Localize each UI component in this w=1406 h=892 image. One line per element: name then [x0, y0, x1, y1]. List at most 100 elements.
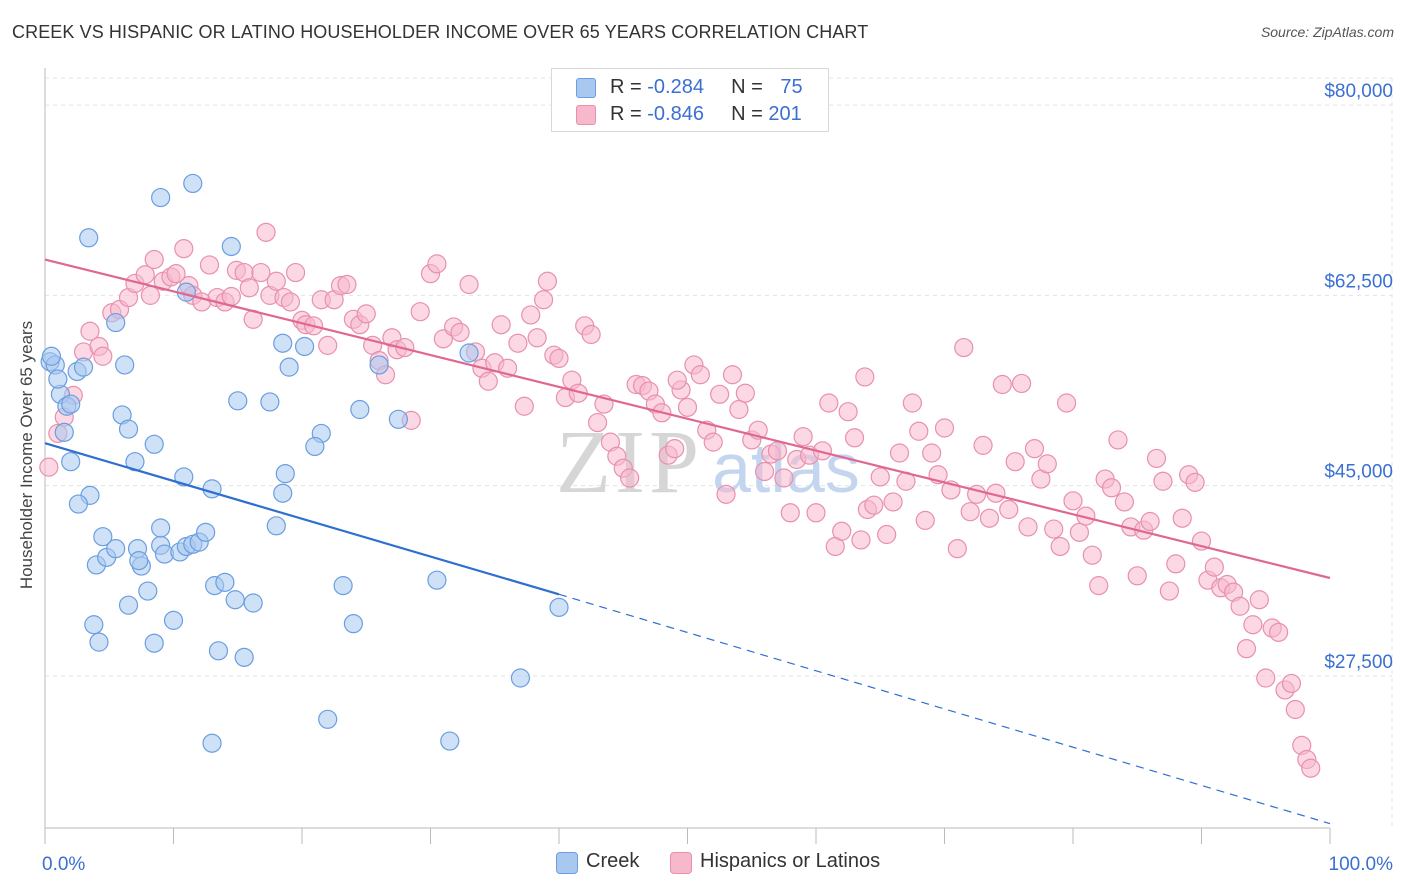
hispanic-point — [883, 492, 903, 512]
hispanic-point — [1089, 576, 1109, 596]
creek-point — [549, 597, 569, 617]
hispanic-point — [922, 443, 942, 463]
legend-r-label: R = — [610, 76, 648, 98]
creek-point — [48, 369, 68, 389]
hispanic-point — [1108, 430, 1128, 450]
creek-point — [273, 333, 293, 353]
creek-trend-extension — [558, 593, 1331, 825]
creek-point — [89, 632, 109, 652]
hispanic-point — [992, 374, 1012, 395]
creek-trend-line — [44, 442, 560, 596]
hispanic-point — [1159, 581, 1179, 601]
hispanic-point — [39, 457, 59, 477]
y-tick-label: $62,500 — [1324, 271, 1393, 292]
legend-n-label: N = — [731, 103, 769, 125]
creek-point — [260, 392, 280, 412]
hispanic-point — [870, 467, 890, 487]
creek-point — [163, 610, 184, 630]
creek-point — [118, 595, 139, 615]
hispanic-point — [710, 384, 730, 404]
source-credit: Source: ZipAtlas.com — [1260, 24, 1394, 40]
hispanic-point — [266, 271, 286, 291]
hispanic-point — [902, 393, 922, 413]
creek-point — [68, 494, 89, 514]
creek-point — [174, 467, 194, 487]
creek-point — [388, 409, 408, 429]
creek-point — [215, 572, 235, 592]
creek-point — [440, 731, 460, 751]
hispanic-swatch — [670, 852, 692, 874]
creek-point — [275, 464, 295, 484]
hispanic-point — [844, 428, 865, 448]
hispanic-point — [855, 367, 875, 387]
hispanic-point — [1256, 668, 1276, 688]
hispanic-point — [754, 461, 775, 482]
creek-point — [106, 539, 126, 559]
hispanic-point — [1114, 492, 1135, 512]
hispanic-point — [1101, 478, 1122, 498]
hispanic-point — [337, 274, 357, 295]
hispanic-point — [864, 495, 884, 515]
hispanic-point — [1140, 511, 1160, 532]
hispanic-point — [1243, 615, 1263, 635]
creek-point — [228, 391, 248, 411]
creek-point — [510, 668, 531, 688]
creek-point — [202, 733, 222, 753]
hispanic-point — [1011, 373, 1032, 394]
hispanic-point — [93, 346, 113, 366]
hispanic-point — [780, 503, 800, 523]
hispanic-point — [915, 510, 935, 530]
hispanic-point — [80, 321, 100, 341]
hispanic-point — [934, 418, 955, 438]
hispanic-point — [851, 530, 871, 550]
hispanic-point — [677, 397, 698, 417]
x-tick-label-min: 0.0% — [42, 854, 85, 875]
hispanic-swatch — [576, 105, 596, 125]
creek-point — [266, 516, 286, 536]
hispanic-point — [1069, 522, 1090, 542]
hispanic-point — [1024, 439, 1045, 459]
creek-point — [61, 452, 81, 472]
creek-point — [208, 641, 229, 661]
hispanic-point — [427, 254, 447, 274]
creek-point — [273, 483, 293, 503]
y-tick-label: $80,000 — [1324, 81, 1393, 102]
hispanic-point — [587, 412, 608, 433]
creek-point — [350, 399, 370, 420]
hispanic-point — [1204, 557, 1224, 577]
creek-point — [369, 355, 389, 375]
hispanic-point — [280, 292, 301, 312]
hispanic-point — [239, 278, 259, 298]
creek-point — [118, 419, 139, 439]
hispanic-point — [909, 421, 929, 441]
creek-point — [129, 551, 149, 571]
hispanic-point — [1301, 758, 1321, 778]
hispanic-point — [1037, 454, 1057, 474]
hispanic-point — [256, 222, 276, 242]
hispanic-point — [1082, 545, 1102, 565]
hispanic-point — [581, 324, 601, 345]
legend-n-label: N = — [731, 76, 769, 98]
hispanic-point — [735, 383, 755, 403]
hispanic-point — [774, 468, 794, 488]
hispanic-point — [1063, 491, 1083, 511]
hispanic-point — [174, 239, 194, 259]
chart-title: CREEK VS HISPANIC OR LATINO HOUSEHOLDER … — [12, 22, 869, 42]
hispanic-point — [716, 484, 736, 504]
hispanic-point — [877, 524, 897, 545]
hispanic-point — [533, 290, 554, 310]
creek-point — [93, 527, 113, 547]
hispanic-point — [960, 502, 980, 522]
legend-n-value: 75 — [780, 76, 803, 98]
hispanic-point — [973, 435, 993, 455]
hispanic-point — [1281, 673, 1302, 694]
x-tick-label-max: 100.0% — [1329, 854, 1394, 875]
hispanic-point — [537, 271, 558, 291]
hispanic-point — [1285, 699, 1305, 720]
creek-point — [138, 581, 158, 601]
creek-point — [221, 236, 241, 257]
creek-point — [144, 633, 164, 653]
hispanic-point — [478, 371, 498, 391]
hispanic-point — [1249, 590, 1269, 610]
